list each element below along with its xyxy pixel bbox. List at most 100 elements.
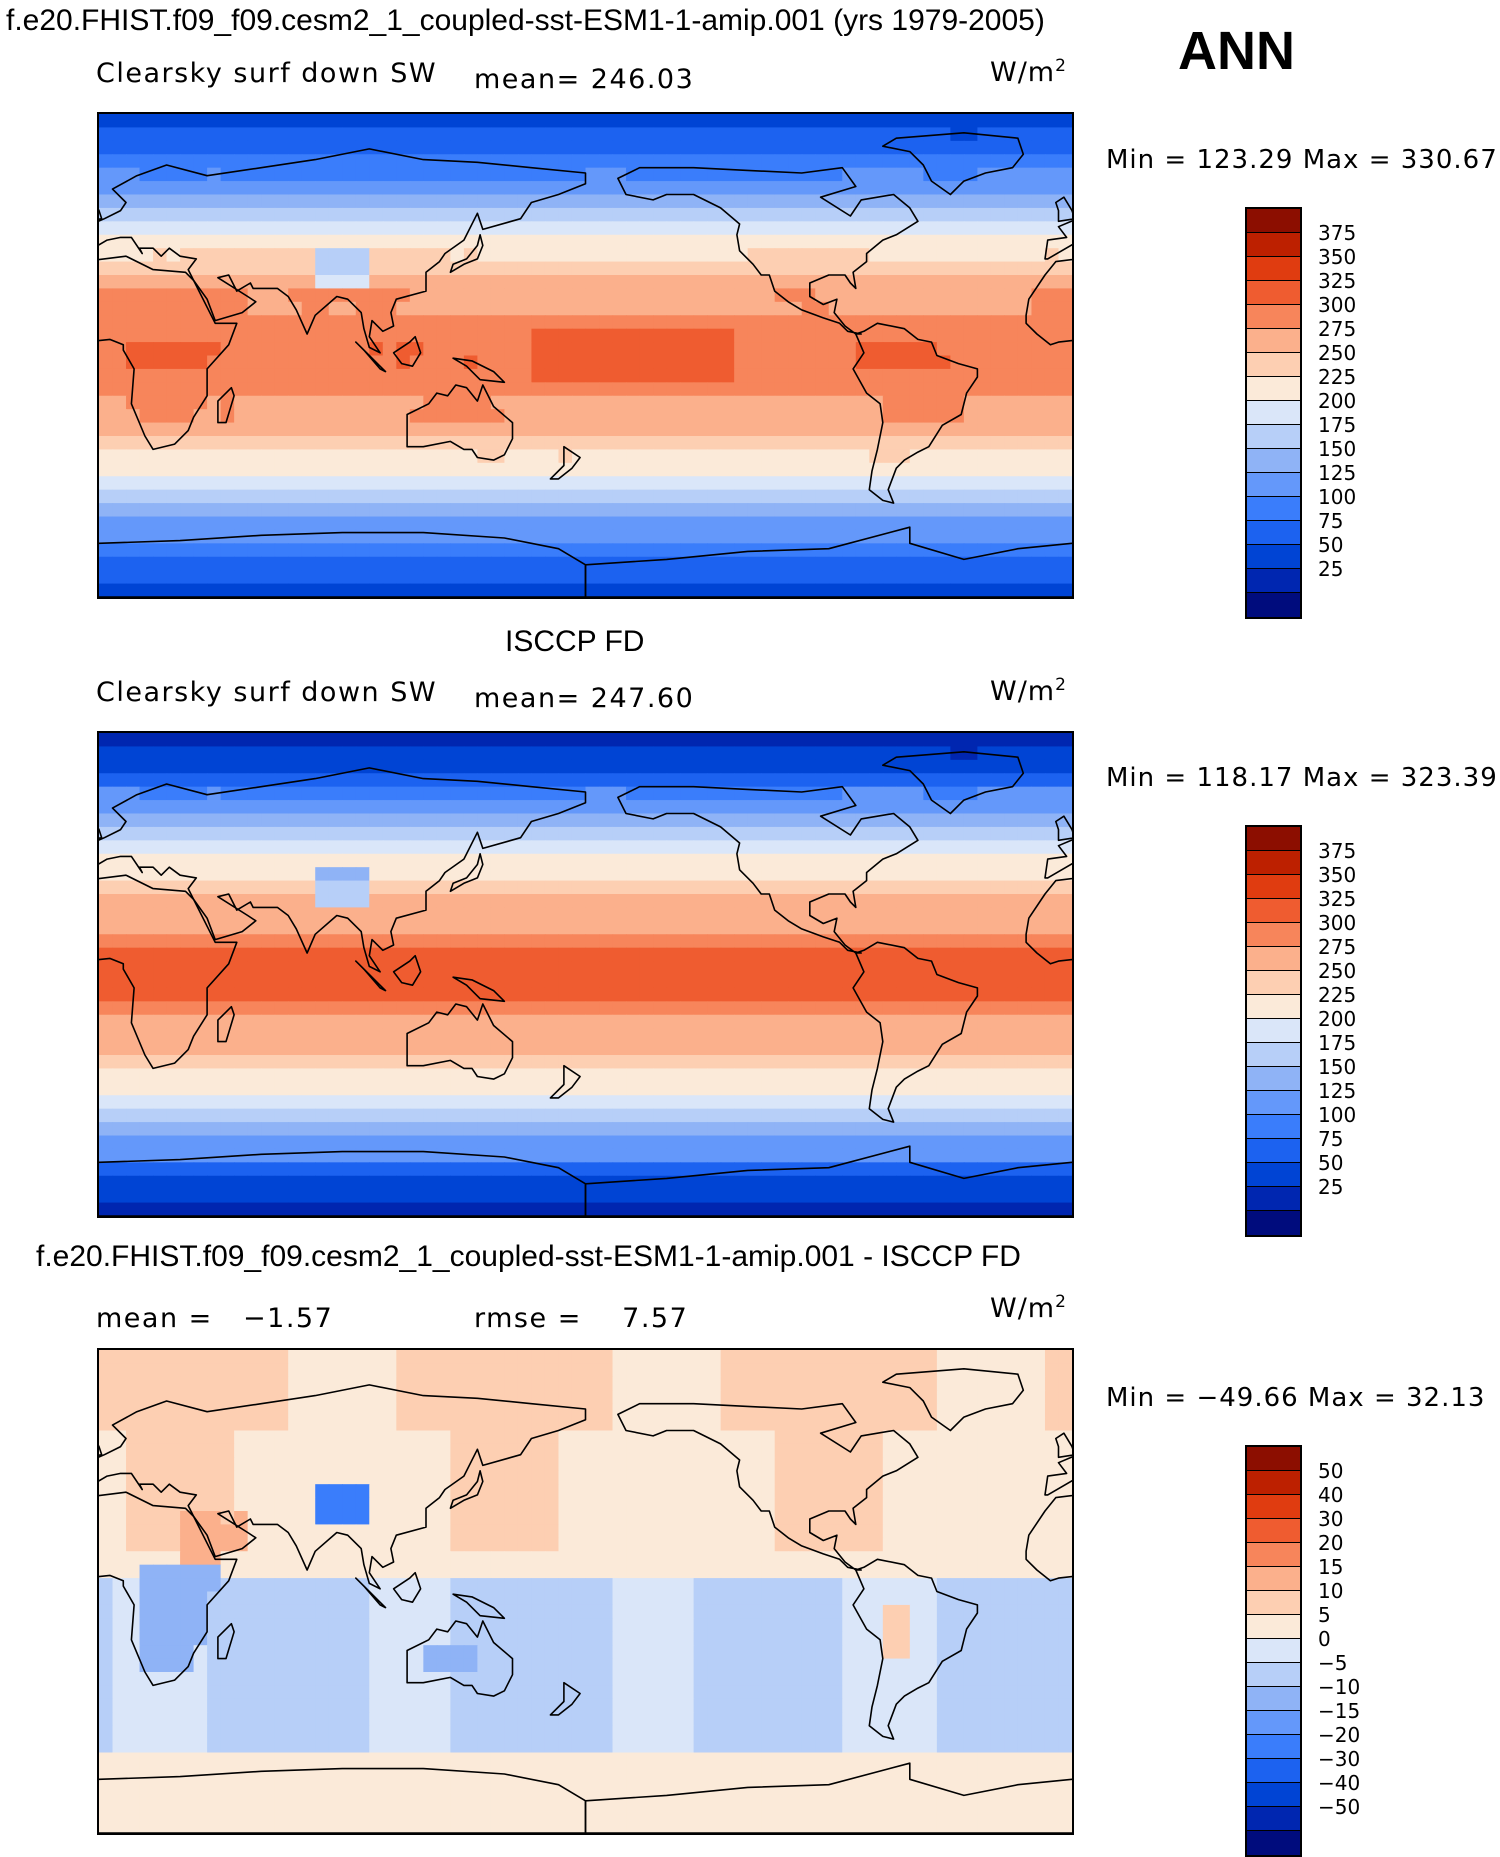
field-cell [383,275,397,289]
field-cell [302,975,316,989]
field-cell [842,517,856,531]
field-cell [964,961,978,975]
field-cell [234,262,248,276]
field-cell [167,570,181,584]
field-cell [667,773,681,787]
field-cell [288,127,302,141]
field-cell [613,315,627,329]
field-cell [396,746,410,760]
field-cell [477,168,491,182]
field-cell [261,907,275,921]
field-cell [613,329,627,343]
field-cell [261,476,275,490]
field-cell [950,476,964,490]
field-cell [99,1068,113,1082]
field-cell [802,733,816,747]
field-cell [126,342,140,356]
field-cell [599,262,613,276]
field-cell [342,409,356,423]
field-cell [883,302,897,316]
field-cell [423,787,437,801]
field-cell [356,543,370,557]
field-cell [1004,275,1018,289]
field-cell [775,449,789,463]
field-cell [613,396,627,410]
field-cell [667,881,681,895]
field-cell [383,1001,397,1015]
field-cell [302,760,316,774]
field-cell [531,530,545,544]
field-cell [396,356,410,370]
field-cell [586,275,600,289]
field-cell [450,1015,464,1029]
field-cell [275,127,289,141]
field-cell [518,570,532,584]
field-cell [423,948,437,962]
field-cell [126,1055,140,1069]
field-cell [1058,988,1072,1002]
field-cell [221,1082,235,1096]
field-cell [653,382,667,396]
field-cell [950,463,964,477]
field-cell [450,141,464,155]
field-cell [140,1122,154,1136]
field-cell [113,356,127,370]
field-cell [153,961,167,975]
field-cell [126,760,140,774]
field-cell [302,543,316,557]
field-cell [977,1055,991,1069]
field-cell [1058,382,1072,396]
field-cell [937,570,951,584]
field-cell [99,503,113,517]
field-cell [734,503,748,517]
field-cell [545,517,559,531]
field-cell [923,1149,937,1163]
field-cell [518,208,532,222]
field-cell [977,369,991,383]
field-cell [410,1095,424,1109]
field-cell [572,760,586,774]
field-cell [1004,221,1018,235]
field-cell [950,760,964,774]
field-cell [572,248,586,262]
field-cell [234,746,248,760]
field-cell [356,423,370,437]
field-cell [896,800,910,814]
field-cell [572,396,586,410]
field-cell [599,208,613,222]
field-cell [599,881,613,895]
field-cell [248,854,262,868]
field-cell [707,275,721,289]
field-cell [775,961,789,975]
field-cell [950,382,964,396]
field-cell [477,288,491,302]
field-cell [315,1122,329,1136]
field-cell [248,1122,262,1136]
field-cell [883,921,897,935]
field-cell [99,840,113,854]
field-cell [410,449,424,463]
field-cell [423,1095,437,1109]
field-cell [950,208,964,222]
field-cell [99,275,113,289]
field-cell [842,1068,856,1082]
field-cell [707,221,721,235]
field-cell [815,356,829,370]
field-cell [991,814,1005,828]
field-cell [734,262,748,276]
field-cell [1018,1122,1032,1136]
field-cell [896,369,910,383]
field-cell [383,975,397,989]
field-cell [640,934,654,948]
field-cell [572,503,586,517]
field-cell [396,1028,410,1042]
field-cell [140,235,154,249]
field-cell [748,208,762,222]
field-cell [788,288,802,302]
field-cell [950,787,964,801]
field-cell [504,114,518,128]
field-cell [667,760,681,774]
field-cell [140,948,154,962]
field-cell [667,356,681,370]
field-cell [261,288,275,302]
